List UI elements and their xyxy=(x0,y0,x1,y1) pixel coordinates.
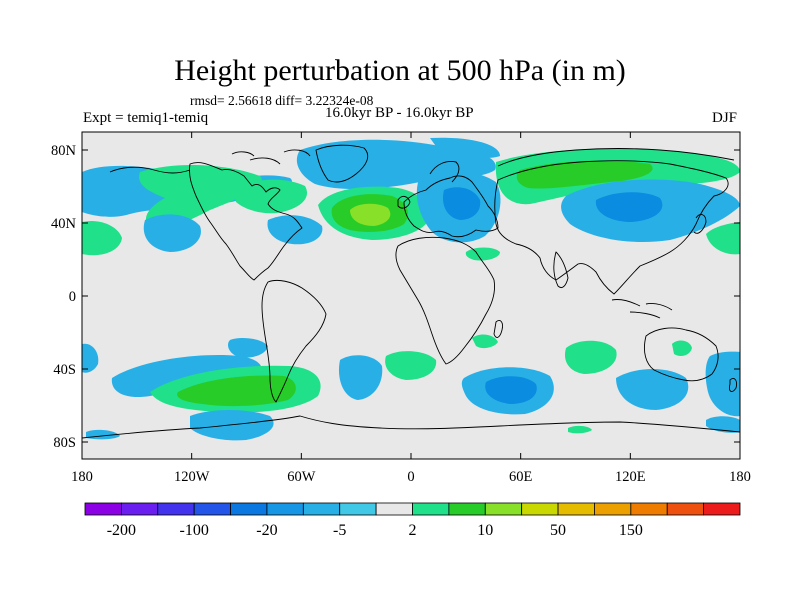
colorbar-swatch xyxy=(84,502,122,516)
anomaly-darkblue-europe xyxy=(442,187,481,220)
anomaly-blue-arctic-east xyxy=(430,137,500,159)
anomaly-green-easteredge xyxy=(706,222,740,255)
y-tick-label: 40S xyxy=(53,362,76,378)
colorbar-label: 150 xyxy=(619,522,643,539)
coast-north-america xyxy=(189,162,303,281)
anomaly-blue-southaus xyxy=(616,369,689,410)
anomaly-fields xyxy=(82,137,740,441)
anomaly-darkblue-easia xyxy=(595,192,663,222)
coast-australia xyxy=(643,327,719,382)
colorbar-swatch xyxy=(375,502,413,516)
anomaly-yellowgreen-natl xyxy=(350,203,391,226)
coast-madagascar xyxy=(493,319,503,338)
anomaly-green-antarctic-e xyxy=(568,425,592,434)
colorbar-swatch xyxy=(521,502,559,516)
anomaly-blue-antarctic-east xyxy=(706,416,740,433)
colorbar: -200 -100 -20 -5 2 10 50 150 xyxy=(84,502,741,539)
coast-arctic-russia xyxy=(497,148,735,167)
colorbar-swatch xyxy=(448,502,486,516)
colorbar-swatch xyxy=(594,502,632,516)
coast-indonesia xyxy=(611,299,673,319)
coast-greenland xyxy=(315,144,369,183)
coast-south-america xyxy=(261,279,327,403)
experiment-label: Expt = temiq1-temiq xyxy=(83,110,209,126)
anomaly-green-namerica xyxy=(232,179,308,214)
coast-india xyxy=(553,251,569,289)
axes: 80N 40N 0 40S 80S 180 120W 60W 0 60E 120E 180 xyxy=(51,132,751,485)
coastlines xyxy=(82,144,740,439)
x-tick-label: 180 xyxy=(71,469,93,485)
coast-africa xyxy=(395,236,495,365)
anomaly-green-indian-mid xyxy=(564,340,617,374)
anomaly-blue-namerica xyxy=(267,215,323,245)
map-title: Height perturbation at 500 hPa (in m) xyxy=(174,54,626,87)
period-label: 16.0kyr BP - 16.0kyr BP xyxy=(325,105,474,121)
coast-japan xyxy=(693,214,707,234)
anomaly-blue-satl-mid xyxy=(338,355,383,400)
anomaly-blue-southamerica-w xyxy=(228,338,268,358)
anomaly-darkblue-indian-sw xyxy=(485,376,537,404)
coast-britain xyxy=(397,195,411,209)
colorbar-label: -100 xyxy=(180,522,209,539)
anomaly-green-midocean xyxy=(472,334,498,349)
coast-new-zealand xyxy=(729,377,737,392)
colorbar-label: -5 xyxy=(333,522,346,539)
colorbar-swatch xyxy=(230,502,268,516)
colorbar-swatch xyxy=(484,502,523,516)
colorbar-swatch xyxy=(120,502,159,516)
anomaly-blue-pac-small xyxy=(143,214,201,252)
colorbar-swatch xyxy=(193,502,231,516)
colorbar-label: -20 xyxy=(256,522,277,539)
anomaly-blue-spac xyxy=(111,354,262,398)
colorbar-swatch xyxy=(157,502,195,516)
anomaly-green-npac xyxy=(139,165,262,230)
colorbar-swatch xyxy=(557,502,595,516)
season-label: DJF xyxy=(712,110,738,126)
anomaly-green-australia-small xyxy=(672,340,692,356)
colorbar-swatch xyxy=(703,502,741,516)
colorbar-swatch xyxy=(339,502,377,516)
x-tick-label: 180 xyxy=(729,469,751,485)
colorbar-swatch xyxy=(412,502,450,516)
x-tick-label: 120W xyxy=(174,469,210,485)
stats-text: rmsd= 2.56618 diff= 3.22324e-08 xyxy=(190,93,374,108)
anomaly-blue-east-australia xyxy=(705,351,740,417)
colorbar-swatch xyxy=(630,502,668,516)
colorbar-label: 2 xyxy=(409,522,417,539)
x-tick-label: 0 xyxy=(407,469,414,485)
x-tick-label: 120E xyxy=(615,469,646,485)
colorbar-label: 10 xyxy=(477,522,493,539)
coast-scandinavia xyxy=(429,161,460,183)
anomaly-midgreen-satl-south xyxy=(177,375,296,407)
y-tick-label: 80S xyxy=(53,435,76,451)
colorbar-swatch xyxy=(266,502,304,516)
y-tick-label: 0 xyxy=(69,289,76,305)
y-tick-label: 40N xyxy=(51,216,77,232)
x-tick-label: 60E xyxy=(509,469,533,485)
colorbar-swatch xyxy=(302,502,341,516)
map-plot-area xyxy=(82,132,740,459)
anomaly-green-satl-north xyxy=(385,351,437,380)
x-tick-label: 60W xyxy=(287,469,316,485)
colorbar-label: -200 xyxy=(107,522,136,539)
anomaly-green-westedge xyxy=(82,220,122,256)
coast-alaska xyxy=(109,166,191,174)
anomaly-blue-spac-west xyxy=(82,343,99,373)
anomaly-midgreen-siberia xyxy=(516,160,653,189)
coast-europe xyxy=(403,175,499,238)
anomaly-blue-antarctic-pac xyxy=(190,410,274,441)
colorbar-label: 50 xyxy=(550,522,566,539)
colorbar-swatch xyxy=(666,502,705,516)
coast-asia xyxy=(494,160,729,295)
y-tick-label: 80N xyxy=(51,143,77,159)
coast-antarctica xyxy=(82,415,740,439)
coast-arctic-islands xyxy=(231,149,311,165)
